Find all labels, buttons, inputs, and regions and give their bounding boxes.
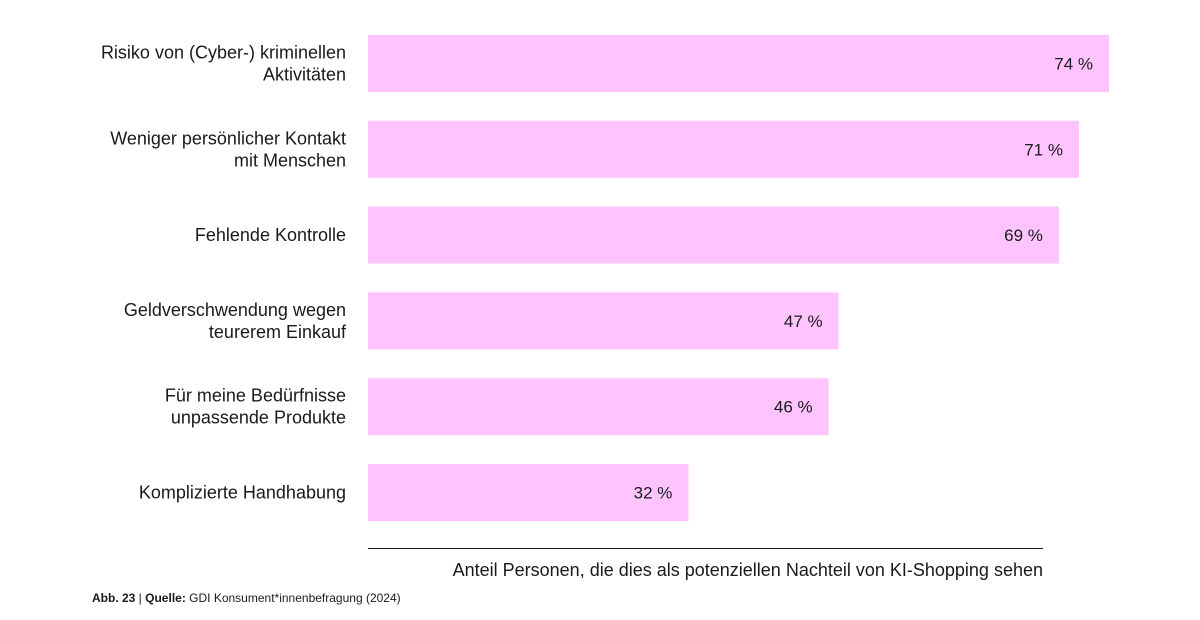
figure-caption: Abb. 23 | Quelle: GDI Konsument*innenbef… — [92, 591, 401, 605]
x-axis-title: Anteil Personen, die dies als potenziell… — [453, 560, 1043, 580]
category-label: unpassende Produkte — [171, 408, 346, 428]
category-label: Komplizierte Handhabung — [139, 483, 346, 503]
category-label: teurerem Einkauf — [209, 322, 347, 342]
value-label: 69 % — [1004, 226, 1043, 245]
caption-separator: | — [135, 591, 146, 605]
bar — [368, 206, 1059, 264]
bar — [368, 35, 1109, 92]
category-label: Geldverschwendung wegen — [124, 300, 346, 320]
category-label: Risiko von (Cyber-) kriminellen — [101, 43, 346, 63]
source-text: GDI Konsument*innenbefragung (2024) — [185, 591, 401, 605]
value-label: 47 % — [784, 312, 823, 331]
bar — [368, 120, 1079, 178]
value-label: 32 % — [634, 484, 673, 503]
value-label: 74 % — [1054, 55, 1093, 74]
figure-number: Abb. 23 — [92, 591, 136, 605]
value-label: 46 % — [774, 398, 813, 417]
category-label: mit Menschen — [234, 150, 346, 170]
category-label: Aktivitäten — [263, 65, 346, 85]
category-label: Fehlende Kontrolle — [195, 225, 346, 245]
bar — [368, 464, 689, 521]
category-label: Für meine Bedürfnisse — [165, 386, 346, 406]
value-label: 71 % — [1024, 140, 1063, 159]
source-label: Quelle: — [145, 591, 186, 605]
category-label: Weniger persönlicher Kontakt — [110, 128, 346, 148]
bar-chart: 74 % Risiko von (Cyber-) kriminellenAktiv… — [101, 35, 1109, 580]
bar — [368, 378, 829, 436]
bar — [368, 292, 839, 350]
